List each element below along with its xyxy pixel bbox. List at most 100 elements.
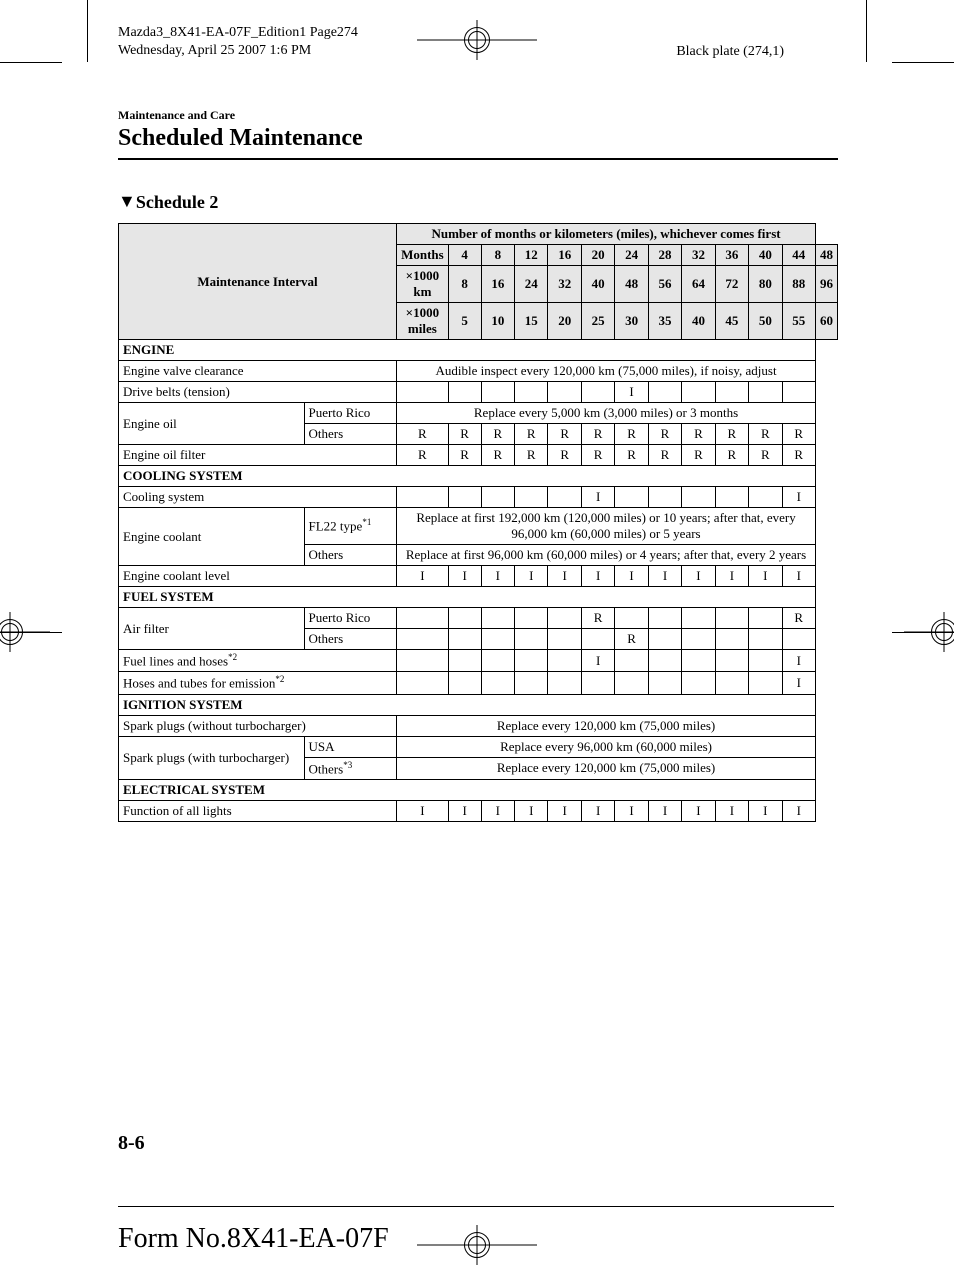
header-value: 64 — [682, 266, 715, 303]
header-value: 16 — [548, 245, 581, 266]
header-value: 36 — [715, 245, 748, 266]
value-cell: I — [682, 566, 715, 587]
header-value: 10 — [481, 303, 514, 340]
span-note: Replace every 5,000 km (3,000 miles) or … — [397, 403, 816, 424]
item-label: Function of all lights — [119, 800, 397, 821]
value-cell — [397, 487, 449, 508]
value-cell: R — [548, 424, 581, 445]
doc-timestamp: Wednesday, April 25 2007 1:6 PM — [118, 42, 358, 60]
breadcrumb: Maintenance and Care — [118, 108, 838, 123]
value-cell — [648, 487, 681, 508]
value-cell: R — [682, 424, 715, 445]
crop-mark — [866, 0, 867, 62]
value-cell: I — [481, 800, 514, 821]
value-cell — [715, 629, 748, 650]
header-value: 20 — [548, 303, 581, 340]
value-cell — [515, 629, 548, 650]
crop-mark — [892, 62, 954, 63]
value-cell: I — [548, 800, 581, 821]
span-note: Replace every 120,000 km (75,000 miles) — [397, 757, 816, 779]
value-cell — [448, 672, 481, 694]
item-sublabel: Others — [304, 629, 397, 650]
plate-label: Black plate (274,1) — [676, 44, 784, 60]
header-value: 72 — [715, 266, 748, 303]
header-value: 30 — [615, 303, 648, 340]
value-cell: R — [515, 424, 548, 445]
header-value: 8 — [481, 245, 514, 266]
header-value: 44 — [782, 245, 815, 266]
value-cell: I — [782, 672, 815, 694]
value-cell — [749, 629, 782, 650]
value-cell — [682, 650, 715, 672]
value-cell: R — [448, 445, 481, 466]
value-cell — [548, 487, 581, 508]
value-cell — [682, 629, 715, 650]
header-value: 24 — [615, 245, 648, 266]
item-label: Spark plugs (without turbocharger) — [119, 715, 397, 736]
triangle-icon: ▼ — [118, 191, 136, 212]
value-cell — [648, 608, 681, 629]
header-value: 45 — [715, 303, 748, 340]
value-cell — [715, 382, 748, 403]
section-header: ENGINE — [119, 340, 816, 361]
page-title: Scheduled Maintenance — [118, 125, 838, 152]
value-cell: I — [397, 800, 449, 821]
value-cell — [648, 672, 681, 694]
value-cell: R — [581, 608, 614, 629]
value-cell: R — [615, 629, 648, 650]
value-cell: R — [782, 445, 815, 466]
value-cell — [749, 382, 782, 403]
header-value: 40 — [749, 245, 782, 266]
value-cell — [615, 608, 648, 629]
value-cell — [715, 672, 748, 694]
value-cell — [749, 608, 782, 629]
form-number: Form No.8X41-EA-07F — [118, 1223, 389, 1255]
registration-mark-icon — [417, 1225, 537, 1265]
value-cell — [481, 487, 514, 508]
value-cell: I — [715, 800, 748, 821]
header-value: 48 — [615, 266, 648, 303]
header-value: 5 — [448, 303, 481, 340]
value-cell — [397, 650, 449, 672]
value-cell — [548, 608, 581, 629]
value-cell — [749, 672, 782, 694]
value-cell — [581, 672, 614, 694]
value-cell: R — [648, 424, 681, 445]
header-value: 56 — [648, 266, 681, 303]
value-cell: I — [397, 566, 449, 587]
value-cell: I — [581, 800, 614, 821]
section-header: FUEL SYSTEM — [119, 587, 816, 608]
item-sublabel: Puerto Rico — [304, 608, 397, 629]
value-cell — [481, 650, 514, 672]
header-value: 60 — [816, 303, 838, 340]
title-rule — [118, 158, 838, 160]
value-cell — [682, 608, 715, 629]
value-cell: I — [515, 800, 548, 821]
item-sublabel: Puerto Rico — [304, 403, 397, 424]
section-header: IGNITION SYSTEM — [119, 694, 816, 715]
value-cell — [481, 672, 514, 694]
header-value: 8 — [448, 266, 481, 303]
value-cell — [515, 650, 548, 672]
value-cell — [615, 672, 648, 694]
section-header: COOLING SYSTEM — [119, 466, 816, 487]
header-value: 15 — [515, 303, 548, 340]
value-cell — [448, 650, 481, 672]
page-number: 8-6 — [118, 1132, 145, 1155]
value-cell — [481, 382, 514, 403]
page-content: Maintenance and Care Scheduled Maintenan… — [118, 108, 838, 822]
value-cell: I — [481, 566, 514, 587]
header-value: 32 — [682, 245, 715, 266]
item-label: Engine coolant level — [119, 566, 397, 587]
schedule-heading-text: Schedule 2 — [136, 192, 219, 212]
value-cell: R — [397, 445, 449, 466]
header-meta: Mazda3_8X41-EA-07F_Edition1 Page274 Wedn… — [118, 24, 358, 59]
value-cell — [448, 629, 481, 650]
value-cell — [397, 672, 449, 694]
value-cell — [481, 608, 514, 629]
header-value: 88 — [782, 266, 815, 303]
value-cell — [448, 382, 481, 403]
value-cell — [615, 650, 648, 672]
header-value: 96 — [816, 266, 838, 303]
schedule-heading: ▼Schedule 2 — [118, 192, 838, 213]
